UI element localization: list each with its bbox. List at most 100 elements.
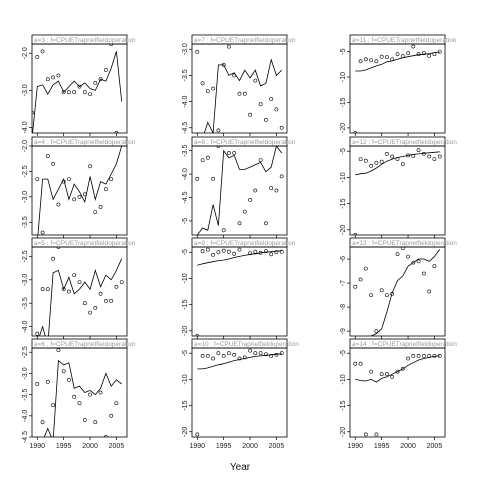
observed-point — [93, 81, 98, 85]
observed-point — [61, 179, 66, 184]
observed-point — [400, 162, 405, 167]
y-tick-label: -10 — [340, 72, 347, 82]
observed-point — [67, 177, 71, 182]
panel-plot-area — [195, 44, 284, 133]
observed-point — [114, 284, 119, 289]
observed-point — [45, 287, 50, 292]
y-tick-label: -2.0 — [22, 140, 29, 152]
observed-point — [216, 351, 221, 356]
panel-plot-area — [35, 146, 123, 235]
y-tick-label: -6 — [340, 256, 347, 262]
x-tick-label: 1990 — [347, 443, 363, 450]
observed-point — [274, 250, 279, 255]
observed-point — [109, 44, 114, 46]
observed-point — [226, 44, 231, 49]
panel-frame — [349, 246, 446, 337]
panel-plot-area — [353, 247, 441, 336]
observed-point — [390, 57, 395, 62]
observed-point — [369, 58, 374, 63]
panel-plot-area — [195, 146, 284, 235]
observed-point — [411, 353, 416, 358]
strip-label: a=5 : f=CPUETrapnetfieldoperation — [34, 240, 136, 247]
observed-point — [104, 187, 108, 192]
observed-point — [226, 151, 231, 155]
x-tick-label: 1995 — [56, 443, 72, 450]
y-tick-label: -2.5 — [22, 165, 29, 177]
strip-label: a=9 : f=CPUETrapnetfieldoperation — [194, 240, 296, 247]
observed-point — [421, 353, 426, 358]
observed-point — [93, 420, 98, 425]
observed-point — [82, 90, 87, 95]
observed-point — [45, 77, 50, 82]
y-tick-label: -3.5 — [182, 145, 189, 157]
observed-point — [67, 377, 71, 382]
y-tick-label: -8 — [340, 304, 347, 310]
strip-label: a=11 : f=CPUETrapnetfieldoperation — [352, 37, 457, 44]
y-tick-label: -15 — [340, 400, 347, 410]
observed-point — [279, 125, 284, 130]
panel-frame — [31, 347, 128, 438]
observed-point — [369, 369, 374, 374]
y-tick-label: -4.0 — [182, 95, 189, 107]
observed-point — [395, 369, 400, 374]
observed-point — [56, 73, 61, 78]
strip-label: a=8 : f=CPUETrapnetfieldoperation — [194, 139, 296, 146]
y-tick-label: -3.0 — [182, 43, 189, 55]
observed-point — [437, 49, 442, 54]
observed-point — [211, 176, 216, 181]
observed-point — [109, 413, 114, 418]
fitted-line — [355, 355, 440, 383]
panel-frame — [191, 43, 288, 134]
observed-point — [40, 420, 45, 425]
observed-point — [72, 197, 77, 202]
observed-point — [248, 112, 253, 117]
observed-point — [205, 247, 210, 252]
observed-point — [274, 107, 279, 112]
observed-point — [411, 44, 416, 49]
observed-point — [56, 348, 61, 353]
observed-point — [211, 86, 216, 91]
observed-point — [195, 432, 200, 437]
panel-plot-area — [35, 348, 122, 437]
observed-point — [384, 151, 389, 156]
observed-point — [45, 154, 50, 159]
observed-point — [211, 252, 216, 257]
observed-point — [72, 90, 77, 95]
observed-point — [279, 249, 284, 254]
observed-point — [104, 68, 108, 72]
observed-point — [221, 248, 226, 253]
observed-point — [35, 382, 40, 386]
panel-a-7: a=7 : f=CPUETrapnetfieldoperation -3.0 -3.… — [182, 34, 296, 136]
observed-point — [98, 390, 103, 395]
observed-point — [374, 432, 379, 437]
observed-point — [200, 353, 205, 358]
observed-point — [232, 352, 237, 357]
panel-plot-area — [32, 44, 123, 133]
observed-point — [232, 151, 237, 155]
strip-label: a=7 : f=CPUETrapnetfieldoperation — [194, 37, 296, 44]
observed-point — [384, 293, 389, 298]
y-tick-label: -20 — [340, 123, 347, 133]
panel-plot-area — [353, 148, 442, 235]
panel-frame — [349, 347, 446, 438]
observed-point — [269, 353, 274, 358]
y-tick-label: -3.0 — [22, 84, 29, 96]
fitted-line — [197, 58, 282, 133]
observed-point — [432, 157, 437, 162]
panel-frame — [31, 145, 128, 236]
panel-plot-area — [353, 353, 442, 437]
panel-a-12: a=12 : f=CPUETrapnetfieldoperation -5 -10 -… — [340, 136, 457, 238]
observed-point — [40, 287, 45, 292]
y-tick-label: -3.0 — [22, 367, 29, 379]
observed-point — [437, 154, 442, 159]
strip-label: a=12 : f=CPUETrapnetfieldoperation — [352, 139, 457, 146]
panel-a-6: a=6 : f=CPUETrapnetfieldoperation -2.5 -3.… — [22, 338, 136, 450]
panel-frame — [349, 43, 446, 134]
observed-point — [88, 310, 93, 315]
observed-point — [114, 131, 119, 133]
y-tick-label: -10 — [340, 374, 347, 384]
panel-a-14: a=14 : f=CPUETrapnetfieldoperation -5 -10 -… — [340, 338, 457, 450]
panel-plot-area — [353, 44, 442, 133]
observed-point — [437, 353, 442, 358]
